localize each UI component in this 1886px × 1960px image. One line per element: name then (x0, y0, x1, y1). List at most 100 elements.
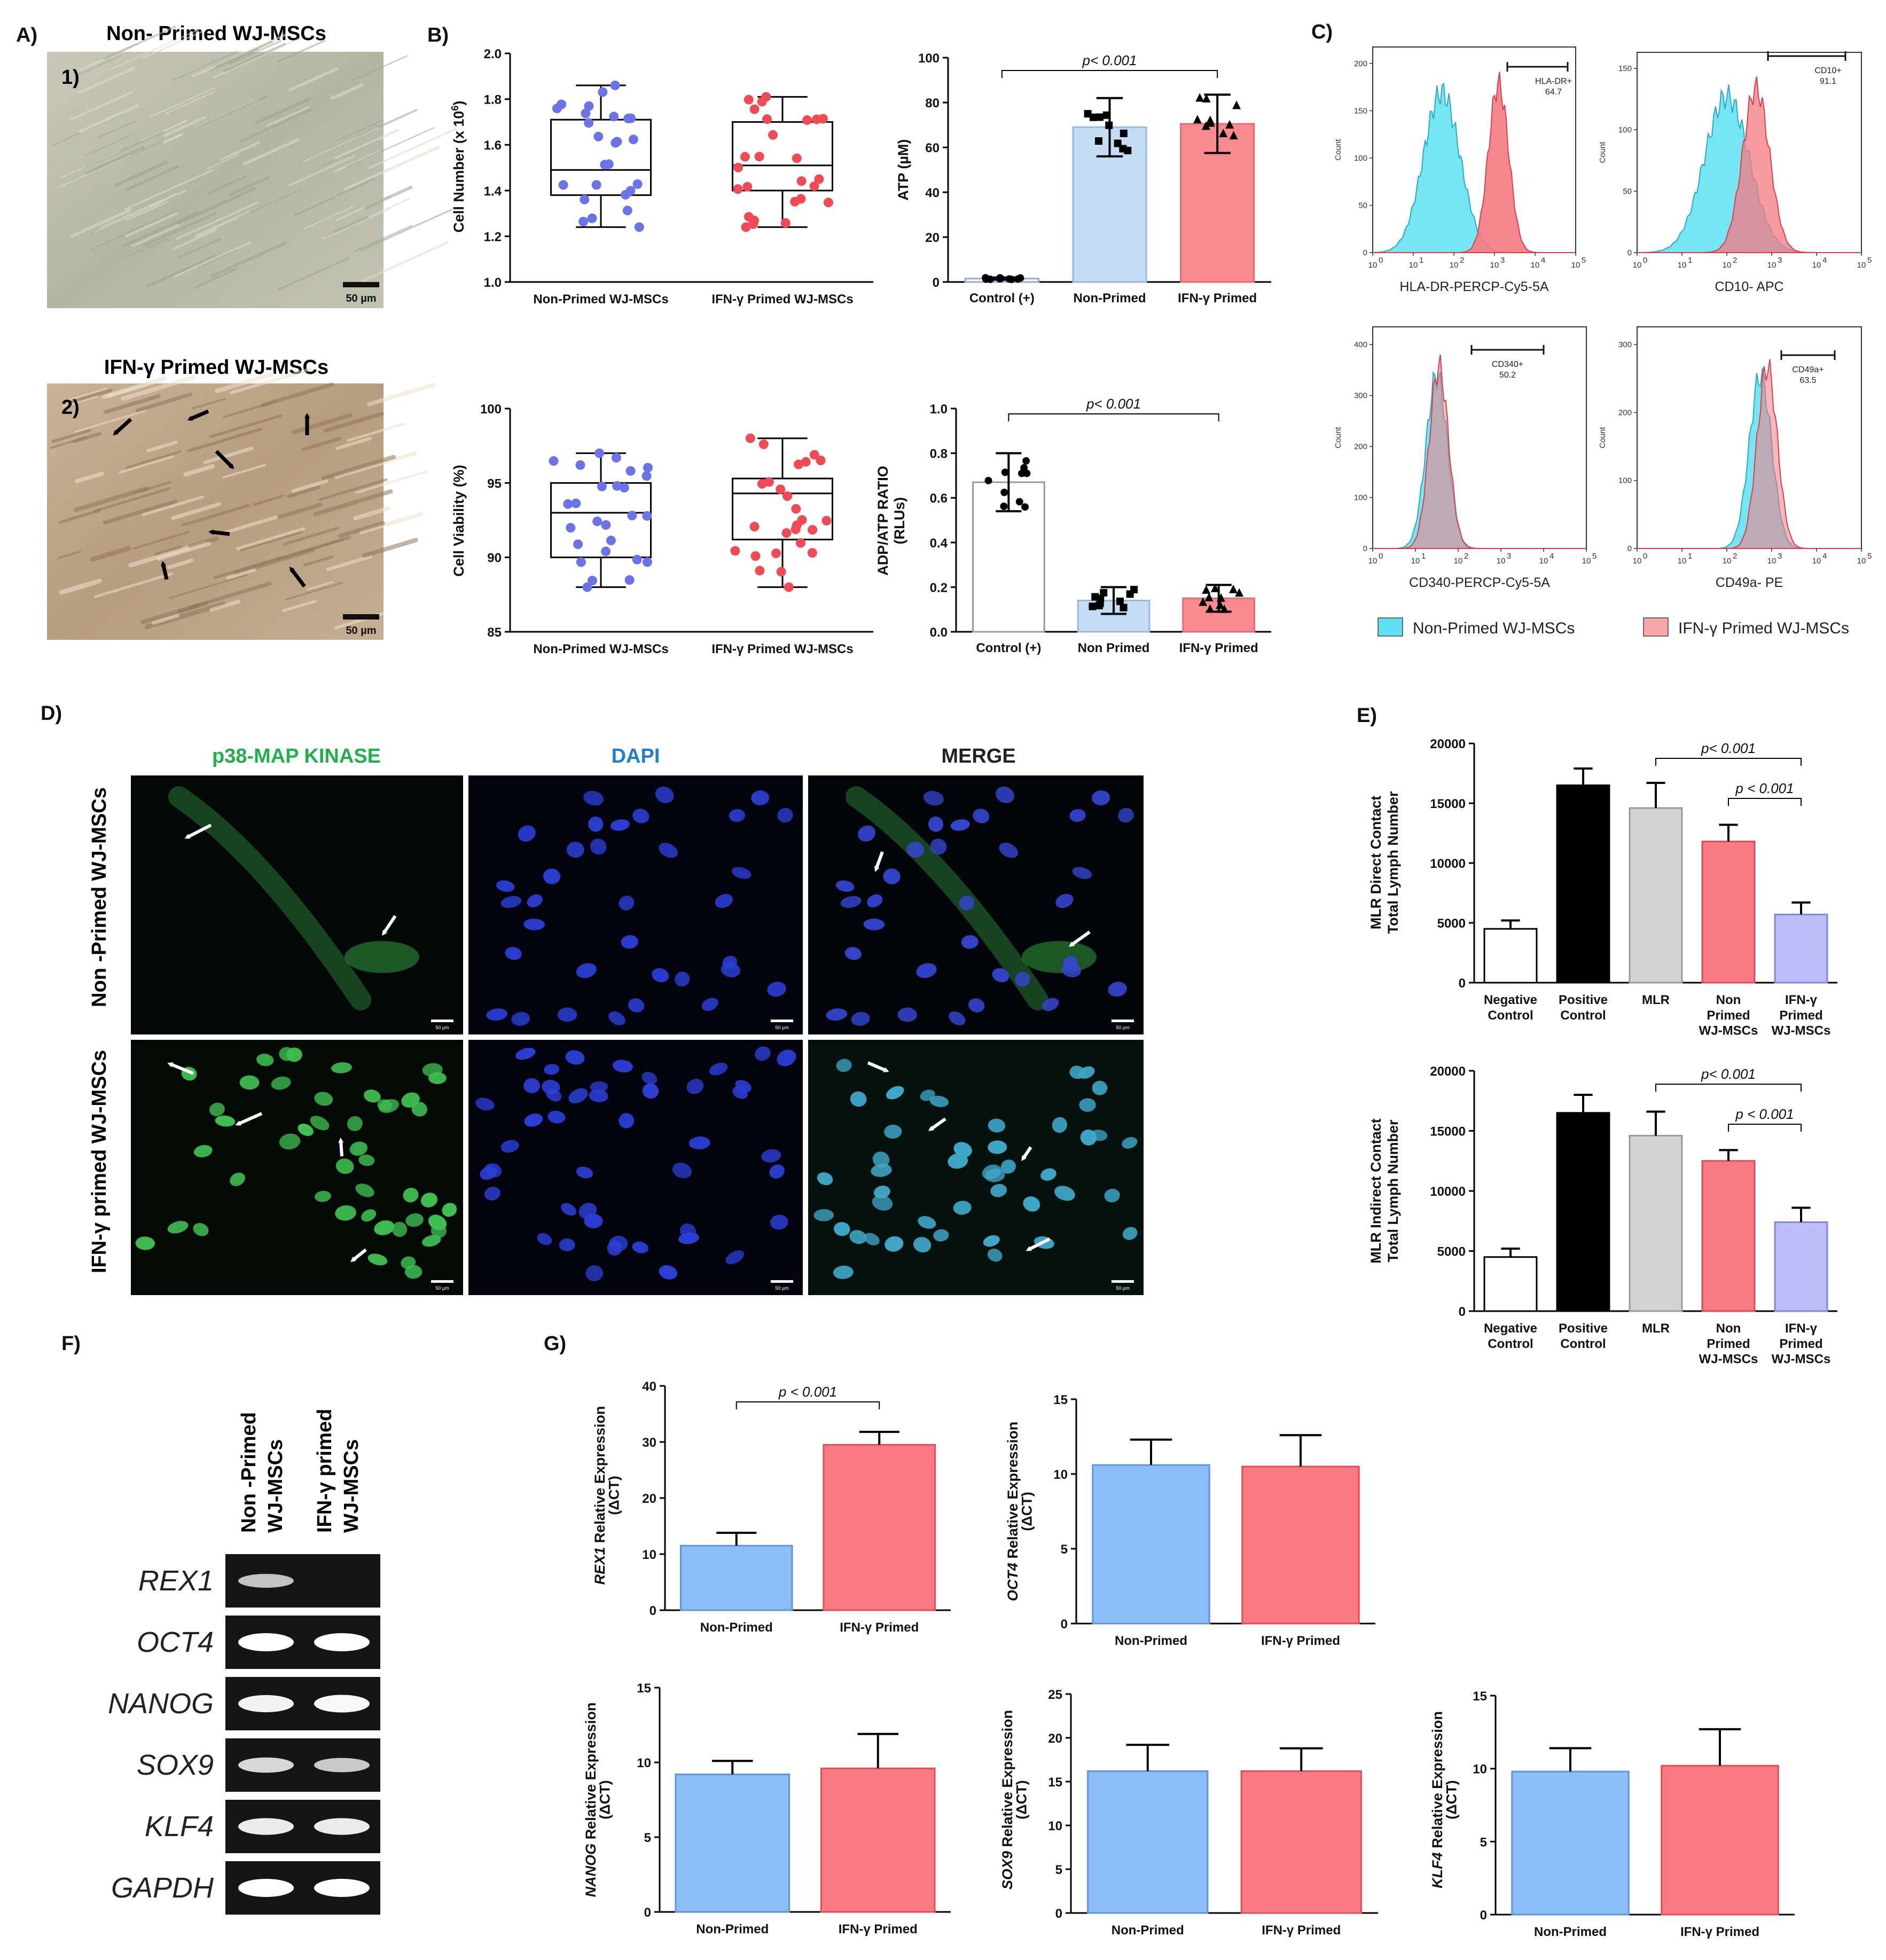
cell-streak (78, 66, 136, 94)
cell-streak (97, 119, 138, 139)
y-axis-label-line: (ΔCT) (1013, 1780, 1029, 1819)
cell-streak (276, 536, 351, 561)
y-tick-label: 2.0 (484, 47, 502, 61)
data-point (1097, 594, 1105, 602)
nucleus (135, 1236, 155, 1250)
x-tick-label: 10 (1812, 261, 1821, 270)
nucleus (358, 1154, 375, 1166)
data-point (571, 498, 581, 508)
lane-label-ifn-primed-1: IFN-γ primed (314, 1409, 336, 1533)
data-point (549, 456, 559, 466)
panel-d: p38-MAP KINASE DAPI MERGE Non -Primed WJ… (88, 745, 1144, 1295)
cell-streak (301, 436, 341, 451)
nucleus (349, 1141, 368, 1156)
x-tick-exp: 5 (1867, 552, 1872, 561)
nucleus (929, 1095, 949, 1107)
nucleus (527, 894, 543, 907)
x-tick-label: 10 (1723, 261, 1732, 270)
data-point (587, 213, 597, 223)
y-axis-label-part: Relative Expression (1005, 1422, 1021, 1563)
x-tick-label: 10 (1454, 556, 1463, 566)
y-tick-label: 1.4 (484, 184, 502, 199)
scale-label: 50 µm (435, 1025, 449, 1030)
nucleus (1069, 809, 1086, 822)
x-tick-label: 10 (1678, 261, 1687, 270)
y-axis-label: Count (1598, 427, 1607, 449)
bar (1629, 1135, 1683, 1312)
cell-streak (277, 257, 350, 291)
histogram-cd49a: 0100200300100101102103104105CountCD49a- … (1598, 326, 1872, 590)
if-dapi-ifn-primed (468, 1040, 803, 1295)
y-axis-label-line: ADP/ATP RATIO (875, 466, 891, 576)
gel-band (238, 1879, 294, 1897)
data-point (821, 515, 832, 526)
cell-streak (163, 115, 207, 137)
data-point (1120, 129, 1128, 137)
chart-mlr-direct: 05000100001500020000NegativeControlPosit… (1368, 737, 1837, 1038)
x-tick-label: Primed (1707, 1008, 1750, 1023)
data-point (601, 546, 611, 556)
cell-streak (168, 574, 248, 599)
data-point (781, 528, 792, 538)
cell-streak (192, 267, 238, 289)
cell-streak (206, 154, 240, 170)
p-value-label: p < 0.001 (778, 1384, 837, 1400)
nucleus (672, 1163, 692, 1179)
panel-label-g: G) (544, 1332, 566, 1355)
nucleus (500, 896, 522, 908)
data-point (1229, 584, 1238, 593)
nucleus (867, 894, 883, 907)
x-tick-label: IFN-γ Primed (1178, 291, 1257, 305)
y-axis-label-line: MLR Direct Contact (1368, 796, 1384, 930)
data-point (758, 439, 769, 449)
arrow-icon (874, 851, 884, 872)
y-tick-label: 1.6 (484, 138, 502, 153)
x-tick-label: Non-Primed WJ-MSCs (533, 292, 668, 307)
data-point (740, 152, 750, 162)
cell-streak (209, 414, 283, 438)
arrow-icon (235, 1112, 263, 1126)
scale-bar (771, 1020, 793, 1022)
nucleus (405, 1213, 424, 1227)
nucleus (193, 1223, 209, 1236)
nucleus (286, 1047, 302, 1062)
arrow-icon (167, 1062, 194, 1075)
nucleus (844, 947, 862, 960)
data-point (612, 137, 622, 147)
x-tick-label: Control (1488, 1008, 1533, 1023)
nucleus (990, 1183, 1007, 1197)
nucleus (913, 1237, 932, 1253)
cell-streak (124, 238, 168, 259)
nucleus (961, 935, 979, 949)
cell-streak (285, 582, 343, 601)
x-tick-label: IFN-γ Primed (1262, 1923, 1341, 1938)
lane-label-ifn-primed-2: WJ-MSCs (340, 1439, 363, 1533)
nucleus (1055, 893, 1074, 908)
nucleus (885, 1236, 904, 1252)
panel-a: Non- Primed WJ-MSCs 1) 50 µm IFN-γ Prime… (47, 22, 457, 640)
cell-streak (226, 568, 256, 580)
nucleus (725, 1250, 745, 1265)
y-axis-label-line: (ΔCT) (1019, 1492, 1035, 1531)
cell-streak (221, 515, 278, 535)
cell-streak (78, 104, 140, 134)
nucleus (607, 1240, 622, 1256)
nucleus (1052, 1117, 1068, 1133)
x-axis-label: HLA-DR-PERCP-Cy5-5A (1399, 279, 1549, 294)
panel-label-a: A) (16, 24, 37, 46)
nucleus (641, 1072, 658, 1085)
cell-streak (182, 504, 251, 527)
data-point (809, 450, 819, 460)
data-point (582, 582, 592, 592)
cell-streak (93, 572, 174, 598)
cell-streak (144, 601, 226, 630)
data-point (797, 515, 807, 525)
cell-streak (313, 489, 393, 516)
scale-bar (431, 1020, 453, 1022)
cell-streak (343, 145, 440, 191)
cell-streak (173, 228, 217, 250)
x-tick-label: Positive (1559, 993, 1608, 1007)
cell-streak (302, 127, 380, 163)
gel-bands: REX1 OCT4 NANOG SOX9 KLF4 GAPDH (108, 1554, 380, 1915)
nucleus (659, 1265, 678, 1280)
